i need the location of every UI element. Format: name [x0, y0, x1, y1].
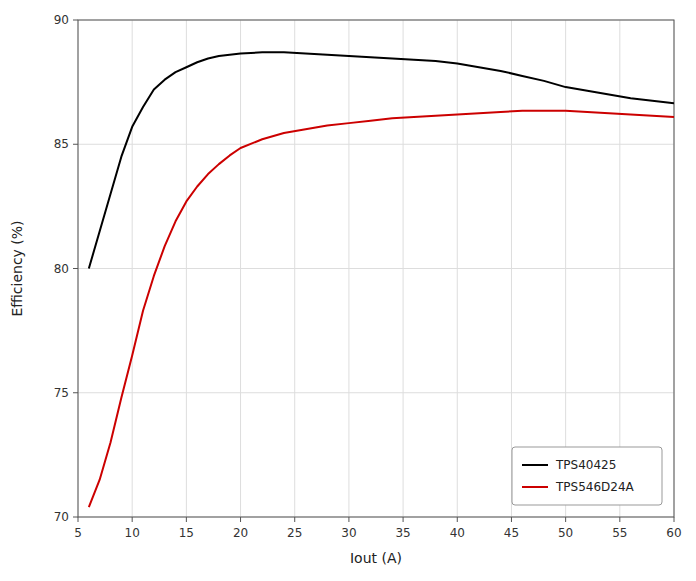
x-tick-label: 10: [125, 526, 140, 540]
x-tick: [511, 517, 512, 522]
legend-swatch: [522, 486, 548, 488]
x-tick: [78, 517, 79, 522]
y-tick: [73, 268, 78, 269]
x-tick-label: 50: [558, 526, 573, 540]
x-tick: [132, 517, 133, 522]
grid: [78, 20, 674, 517]
y-tick-label: 75: [54, 386, 69, 400]
legend-swatch: [522, 464, 548, 466]
y-grid-line: [78, 392, 674, 393]
legend: TPS40425 TPS546D24A: [512, 447, 662, 505]
plot-frame: [78, 20, 674, 517]
x-tick-label: 40: [450, 526, 465, 540]
series-line: [89, 111, 674, 507]
y-tick: [73, 392, 78, 393]
x-tick-label: 55: [612, 526, 627, 540]
y-tick-label: 80: [54, 262, 69, 276]
y-grid-line: [78, 268, 674, 269]
y-tick: [73, 144, 78, 145]
y-tick: [73, 20, 78, 21]
y-axis-label: Efficiency (%): [9, 220, 25, 316]
lines: [89, 52, 674, 507]
chart: 5 10 15 20 25 30 35 40 45 50 55 60 70 75 80 85 90 Iout (A…: [0, 0, 696, 581]
y-tick-label: 70: [54, 510, 69, 524]
x-tick-label: 25: [287, 526, 302, 540]
x-tick: [240, 517, 241, 522]
tick-labels: 5 10 15 20 25 30 35 40 45 50 55 60 70 75 80 85 90: [54, 13, 682, 540]
x-tick: [348, 517, 349, 522]
x-tick-label: 15: [179, 526, 194, 540]
y-grid-line: [78, 144, 674, 145]
y-tick-label: 90: [54, 13, 69, 27]
background: [0, 0, 696, 581]
legend-label: TPS40425: [555, 458, 616, 472]
legend-label: TPS546D24A: [555, 480, 635, 494]
series-line: [89, 52, 674, 268]
y-tick-label: 85: [54, 137, 69, 151]
x-axis-label: Iout (A): [350, 550, 402, 566]
x-tick: [457, 517, 458, 522]
x-tick: [619, 517, 620, 522]
x-tick: [674, 517, 675, 522]
x-tick: [565, 517, 566, 522]
x-tick-label: 5: [74, 526, 82, 540]
x-tick-label: 30: [341, 526, 356, 540]
x-tick-label: 45: [504, 526, 519, 540]
legend-box: [512, 447, 662, 505]
x-tick-label: 35: [395, 526, 410, 540]
y-tick: [73, 517, 78, 518]
x-tick: [294, 517, 295, 522]
x-tick: [403, 517, 404, 522]
x-tick: [186, 517, 187, 522]
x-tick-label: 20: [233, 526, 248, 540]
x-tick-label: 60: [666, 526, 681, 540]
